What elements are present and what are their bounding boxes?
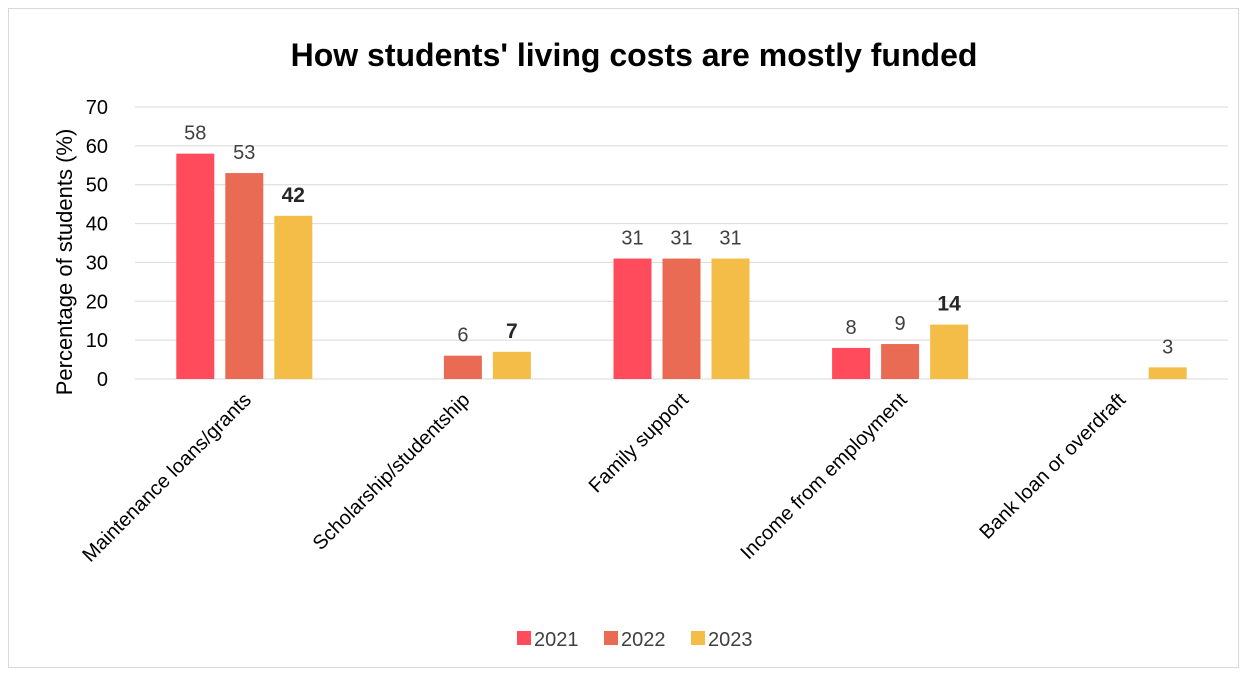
- x-tick-label-3: Income from employment: [737, 389, 912, 564]
- bar-2021-3: [832, 347, 871, 379]
- data-label-2022-2: 31: [670, 228, 692, 250]
- data-label-2021-2: 31: [621, 228, 643, 250]
- chart-title: How students' living costs are mostly fu…: [291, 37, 978, 73]
- bar-2022-2: [662, 258, 701, 379]
- data-label-2023-0: 42: [282, 184, 305, 207]
- bar-2023-1: [492, 351, 531, 379]
- data-label-2023-2: 31: [719, 228, 741, 250]
- y-tick-label-20: 20: [86, 291, 108, 313]
- data-label-2022-1: 6: [457, 325, 468, 347]
- y-axis-label: Percentage of students (%): [52, 129, 77, 396]
- data-label-2023-1: 7: [506, 320, 518, 343]
- data-labels: 58 53 42 6 7 31 31 31 8 9 14 3: [184, 123, 1173, 359]
- x-tick-label-2: Family support: [585, 389, 694, 498]
- legend: 2021 2022 2023: [517, 629, 753, 651]
- bar-2022-1: [443, 355, 482, 379]
- data-label-2023-3: 14: [937, 293, 961, 316]
- x-tick-label-0: Maintenance loans/grants: [78, 389, 256, 567]
- data-label-2022-3: 9: [895, 313, 906, 335]
- data-label-2022-0: 53: [233, 142, 255, 164]
- bar-2023-2: [711, 258, 750, 379]
- data-label-2023-4: 3: [1162, 336, 1173, 358]
- legend-label-2023: 2023: [708, 629, 753, 651]
- bar-2023-0: [274, 215, 313, 379]
- bar-2022-0: [225, 173, 264, 379]
- x-axis-ticks: Maintenance loans/grants Scholarship/stud…: [78, 389, 1130, 567]
- y-tick-label-0: 0: [97, 369, 108, 391]
- y-tick-label-50: 50: [86, 175, 108, 197]
- legend-swatch-2021: [517, 631, 531, 645]
- bar-2023-3: [930, 324, 969, 379]
- legend-label-2022: 2022: [621, 629, 666, 651]
- bar-2021-2: [613, 258, 652, 379]
- legend-swatch-2023: [691, 631, 705, 645]
- y-tick-label-10: 10: [86, 330, 108, 352]
- y-axis-ticks: 0 10 20 30 40 50 60 70: [86, 97, 108, 391]
- data-label-2021-3: 8: [846, 317, 857, 339]
- x-tick-label-4: Bank loan or overdraft: [976, 389, 1131, 544]
- bar-2023-4: [1148, 367, 1187, 379]
- bar-2022-3: [881, 344, 920, 379]
- bar-2021-0: [176, 153, 215, 379]
- y-tick-label-40: 40: [86, 214, 108, 236]
- bars: [176, 153, 1187, 379]
- x-tick-label-1: Scholarship/studentship: [309, 389, 475, 555]
- y-tick-label-70: 70: [86, 97, 108, 119]
- gridlines: [135, 106, 1228, 380]
- legend-label-2021: 2021: [534, 629, 579, 651]
- legend-swatch-2022: [604, 631, 618, 645]
- y-tick-label-30: 30: [86, 252, 108, 274]
- data-label-2021-0: 58: [184, 123, 206, 145]
- y-tick-label-60: 60: [86, 136, 108, 158]
